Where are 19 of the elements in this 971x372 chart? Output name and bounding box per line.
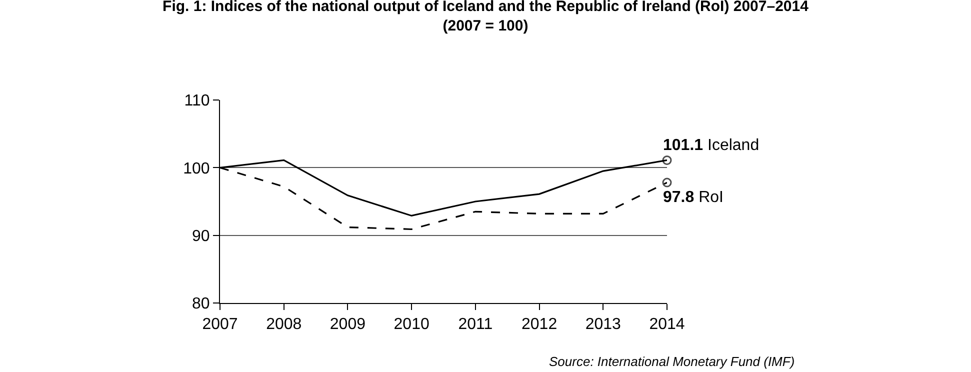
source-note: Source: International Monetary Fund (IMF) [549, 354, 795, 369]
chart-title: Fig. 1: Indices of the national output of Iceland and the Republic of Ireland (RoI) 2007–2014 [162, 0, 810, 16]
data-label: 97.8 [663, 189, 694, 206]
chart-subtitle: (2007 = 100) [442, 18, 528, 35]
data-label: 101.1 [663, 137, 704, 154]
x-tick-label: 2008 [266, 316, 302, 334]
x-tick-label: 2014 [649, 316, 685, 334]
x-tick-label: 2012 [521, 316, 558, 334]
y-tick-label: 90 [192, 228, 210, 245]
y-tick-label: 80 [192, 296, 210, 313]
y-tick-label: 110 [184, 92, 210, 110]
y-tick-label: 100 [183, 160, 210, 178]
text: Iceland [707, 137, 760, 154]
x-tick-label: 2010 [394, 316, 430, 334]
x-tick-label: 2011 [458, 316, 493, 334]
series-label: RoI [698, 189, 724, 206]
x-tick-label: 2013 [585, 316, 622, 334]
x-tick-label: 2007 [202, 316, 238, 334]
x-tick-label: 2009 [330, 316, 366, 334]
